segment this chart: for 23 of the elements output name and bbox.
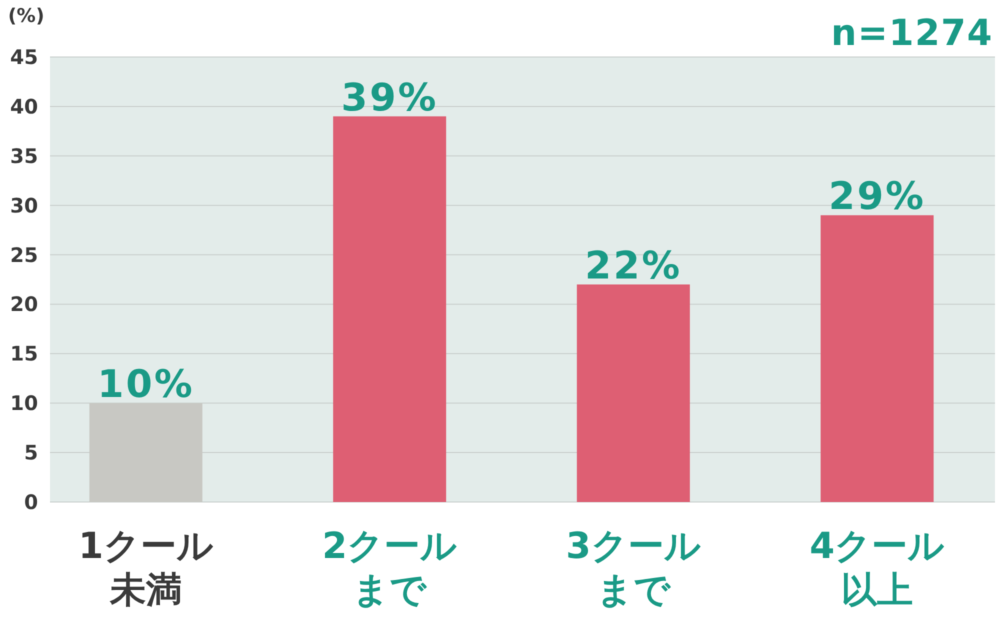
y-axis-title: (%) bbox=[8, 5, 44, 27]
y-tick-label: 25 bbox=[10, 242, 38, 267]
data-label: 22% bbox=[584, 243, 682, 288]
y-tick-label: 35 bbox=[10, 144, 38, 168]
y-tick-label: 45 bbox=[10, 45, 38, 69]
bar bbox=[576, 284, 690, 502]
y-tick-label: 0 bbox=[24, 490, 38, 514]
y-tick-label: 20 bbox=[10, 292, 38, 316]
data-label: 29% bbox=[828, 174, 926, 218]
x-tick-label: 4クール以上 bbox=[810, 526, 945, 611]
data-label: 10% bbox=[97, 362, 194, 406]
y-tick-label: 5 bbox=[24, 440, 38, 465]
y-tick-label: 10 bbox=[10, 391, 38, 416]
x-tick-label: 2クールまで bbox=[322, 526, 458, 611]
text: n=1274 bbox=[831, 13, 993, 54]
bar bbox=[820, 215, 934, 502]
x-tick-label: 1クール未満 bbox=[78, 526, 214, 611]
x-tick-label: 3クールまで bbox=[566, 526, 701, 611]
y-tick-label: 40 bbox=[10, 94, 38, 118]
data-label: 39% bbox=[341, 75, 438, 120]
bar bbox=[333, 116, 446, 502]
y-tick-label: 15 bbox=[10, 342, 38, 366]
y-tick-label: 30 bbox=[10, 193, 38, 218]
